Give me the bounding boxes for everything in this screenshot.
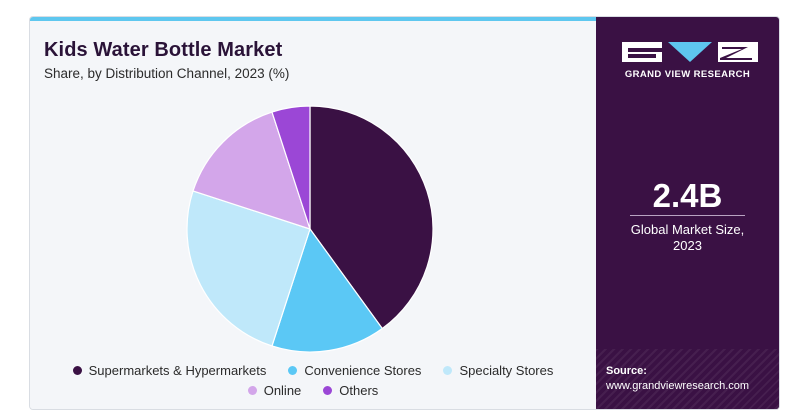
grand-view-research-logo-icon[interactable] xyxy=(622,41,758,63)
market-size-label: Global Market Size, 2023 xyxy=(596,222,779,254)
legend-label: Supermarkets & Hypermarkets xyxy=(88,363,267,378)
pie-slice-others xyxy=(271,105,311,230)
legend-swatch xyxy=(247,386,257,395)
legend-label: Online xyxy=(263,383,302,398)
source-link[interactable]: www.grandviewresearch.com xyxy=(606,380,750,392)
market-size-value: 2.4B xyxy=(652,177,723,214)
divider xyxy=(630,215,745,216)
legend-label: Others xyxy=(339,383,379,398)
legend-swatch xyxy=(288,366,298,375)
accent-bar xyxy=(30,17,596,21)
legend-swatch xyxy=(323,386,333,395)
pie-slice-convenience-stores xyxy=(271,227,384,353)
legend-label: Convenience Stores xyxy=(304,363,422,378)
legend: Supermarkets & Hypermarkets Convenience … xyxy=(30,363,596,378)
pie-slice-specialty-stores xyxy=(186,190,311,347)
info-panel: GRAND VIEW RESEARCH 2.4B Global Market S… xyxy=(596,17,779,409)
legend-swatch xyxy=(443,366,453,375)
brand-name: GRAND VIEW RESEARCH xyxy=(624,69,751,80)
legend-swatch xyxy=(72,366,82,375)
market-size-label-line2: 2023 xyxy=(673,238,702,253)
source-label: Source: xyxy=(606,365,647,377)
source-band xyxy=(596,349,779,409)
pie-slice-supermarkets-hypermarkets xyxy=(309,105,434,330)
legend-row-2: Online Others xyxy=(30,383,596,398)
legend-item: Convenience Stores xyxy=(288,363,421,378)
legend-item: Online xyxy=(247,383,302,398)
report-card: Kids Water Bottle Market Share, by Distr… xyxy=(29,16,780,410)
pie-chart xyxy=(186,105,434,353)
chart-panel: Kids Water Bottle Market Share, by Distr… xyxy=(30,21,596,409)
legend-label: Specialty Stores xyxy=(459,363,554,378)
pie-slice-online xyxy=(192,111,311,230)
legend-item: Supermarkets & Hypermarkets xyxy=(72,363,267,378)
chart-subtitle: Share, by Distribution Channel, 2023 (%) xyxy=(44,66,290,81)
chart-title: Kids Water Bottle Market xyxy=(44,39,283,61)
market-size-label-line1: Global Market Size, xyxy=(630,222,745,237)
legend-item: Others xyxy=(323,383,378,398)
legend-item: Specialty Stores xyxy=(443,363,553,378)
